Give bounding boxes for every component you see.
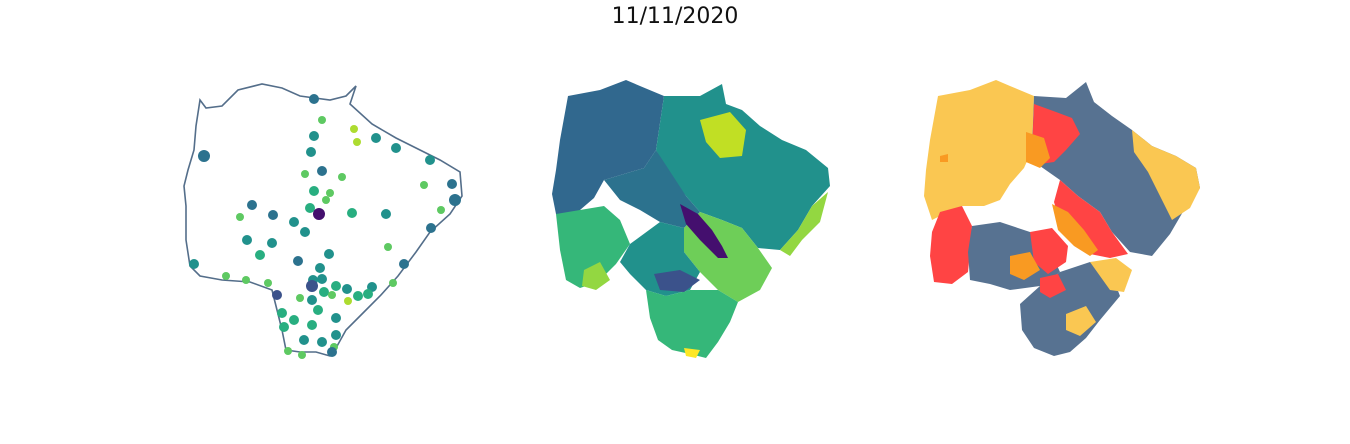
station-point <box>331 330 341 340</box>
station-point <box>222 272 230 280</box>
region <box>780 192 828 256</box>
station-point <box>277 308 287 318</box>
station-point <box>313 305 323 315</box>
station-point <box>399 259 409 269</box>
station-point <box>381 209 391 219</box>
station-point <box>289 217 299 227</box>
station-point <box>296 294 304 302</box>
region <box>1030 228 1068 274</box>
region <box>1026 132 1050 168</box>
region <box>646 290 738 358</box>
station-point <box>338 173 346 181</box>
region <box>656 84 830 250</box>
station-point <box>279 322 289 332</box>
choropleth-layer <box>552 80 830 358</box>
station-point <box>327 347 337 357</box>
station-point <box>315 263 325 273</box>
station-point <box>189 259 199 269</box>
region <box>582 262 610 290</box>
region <box>940 154 948 162</box>
station-point <box>247 200 257 210</box>
figure-title: 11/11/2020 <box>611 4 739 29</box>
station-point <box>242 276 250 284</box>
station-point <box>420 181 428 189</box>
station-point <box>309 131 319 141</box>
station-point <box>309 94 319 104</box>
station-point <box>342 284 352 294</box>
station-point <box>300 227 310 237</box>
region <box>1090 258 1132 292</box>
station-point <box>255 250 265 260</box>
station-point <box>198 150 210 162</box>
categorical-layer <box>924 80 1200 356</box>
station-point <box>353 291 363 301</box>
station-point <box>344 297 352 305</box>
station-point <box>449 194 461 206</box>
station-point <box>363 289 373 299</box>
station-point <box>389 279 397 287</box>
region <box>556 206 630 288</box>
region <box>924 80 1034 220</box>
station-point <box>326 189 334 197</box>
station-point <box>284 347 292 355</box>
station-point <box>299 335 309 345</box>
station-point <box>293 256 303 266</box>
region <box>1052 204 1098 256</box>
station-point <box>324 249 334 259</box>
station-point <box>305 203 315 213</box>
station-point <box>317 274 327 284</box>
region <box>1132 130 1200 220</box>
station-point <box>322 196 330 204</box>
station-point <box>319 287 329 297</box>
region <box>552 80 664 224</box>
station-point <box>384 243 392 251</box>
station-point <box>242 235 252 245</box>
region <box>1010 252 1040 280</box>
region <box>700 112 746 158</box>
station-point <box>267 238 277 248</box>
station-point <box>328 291 336 299</box>
region <box>1040 274 1066 298</box>
station-point <box>236 213 244 221</box>
station-point <box>307 320 317 330</box>
station-point <box>306 147 316 157</box>
region <box>680 204 728 258</box>
points-layer <box>189 94 461 359</box>
station-point <box>371 133 381 143</box>
region <box>604 150 700 228</box>
station-point <box>318 116 326 124</box>
station-point <box>447 179 457 189</box>
region <box>930 206 972 284</box>
station-point <box>426 223 436 233</box>
station-point <box>437 206 445 214</box>
station-point <box>307 295 317 305</box>
station-point <box>298 351 306 359</box>
station-point <box>313 208 325 220</box>
station-point <box>268 210 278 220</box>
region <box>1066 306 1096 336</box>
station-point <box>350 125 358 133</box>
station-point <box>347 208 357 218</box>
station-point <box>272 290 282 300</box>
station-point <box>306 280 318 292</box>
region <box>654 270 700 292</box>
station-point <box>425 155 435 165</box>
station-point <box>317 166 327 176</box>
station-point <box>331 281 341 291</box>
region <box>1054 180 1128 258</box>
station-point <box>289 315 299 325</box>
station-point <box>331 313 341 323</box>
station-point <box>301 170 309 178</box>
region <box>684 348 700 358</box>
station-point <box>353 138 361 146</box>
station-point <box>309 186 319 196</box>
station-point <box>264 279 272 287</box>
station-point <box>317 337 327 347</box>
station-point <box>391 143 401 153</box>
